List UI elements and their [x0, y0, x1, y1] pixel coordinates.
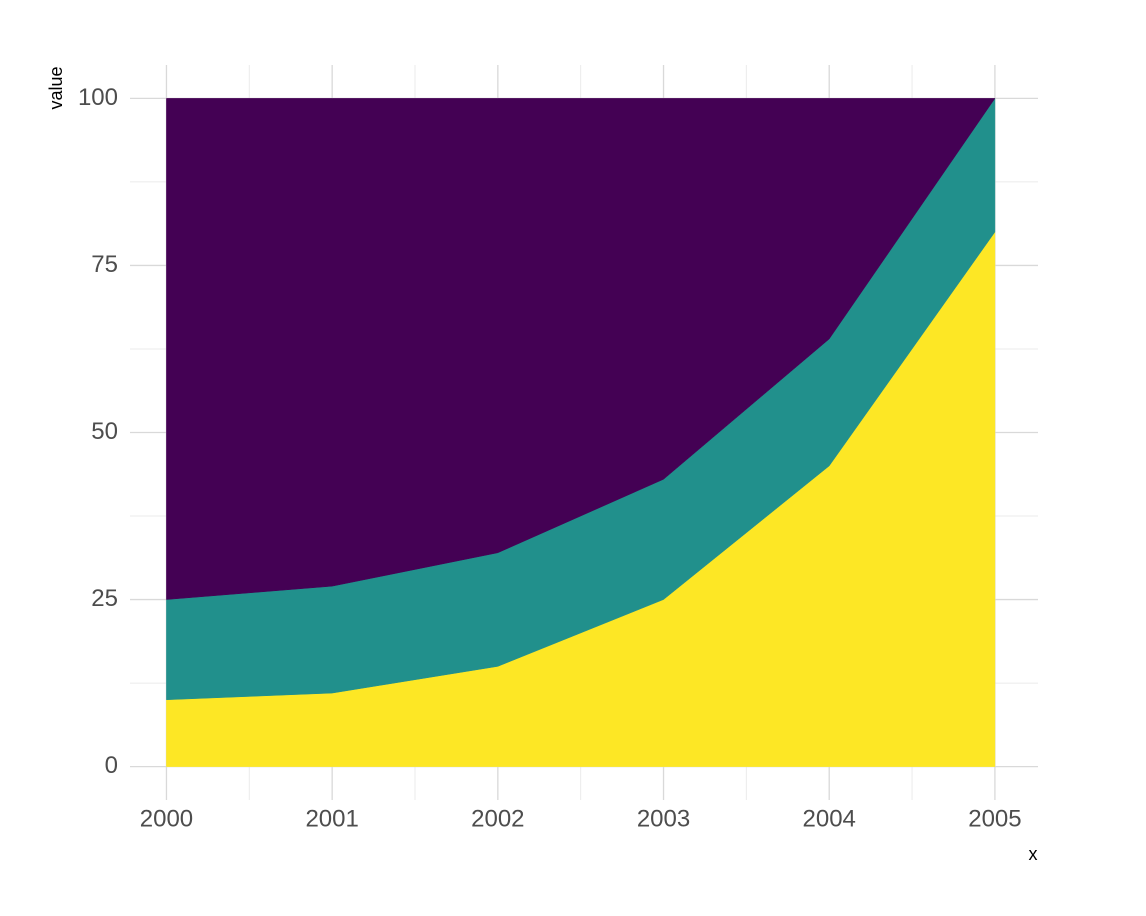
y-tick-label: 0	[105, 752, 118, 779]
y-tick-label: 50	[91, 418, 118, 445]
y-tick-label: 100	[78, 84, 118, 111]
y-tick-label: 75	[91, 251, 118, 278]
areas	[166, 97, 996, 767]
x-tick-label: 2004	[803, 805, 856, 832]
area	[166, 98, 996, 600]
x-tick-label: 2000	[140, 805, 193, 832]
x-tick-label: 2005	[968, 805, 1021, 832]
x-tick-label: 2002	[471, 805, 524, 832]
y-axis-title: value	[46, 66, 66, 109]
x-axis-title: x	[1029, 844, 1038, 864]
labels: x value 0 25 50 75 100 2000 2001 2002 2003 2004 20…	[46, 66, 1038, 863]
x-tick-label: 2001	[305, 805, 358, 832]
y-tick-label: 25	[91, 585, 118, 612]
x-tick-label: 2003	[637, 805, 690, 832]
